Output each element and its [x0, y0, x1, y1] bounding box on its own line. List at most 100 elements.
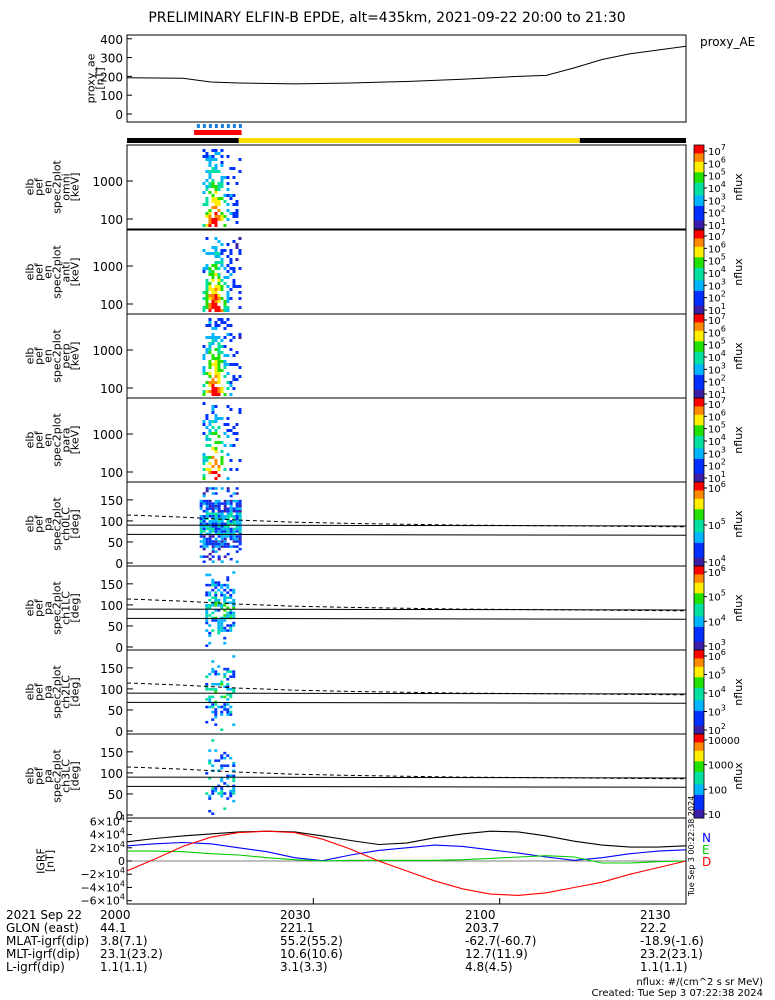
colorbar-segment	[694, 358, 704, 361]
colorbar-segment	[694, 360, 704, 363]
pa-spectrogram-cell	[202, 509, 206, 513]
energy-spectrogram-cell	[220, 387, 224, 390]
colorbar-segment	[694, 463, 704, 466]
energy-spectrogram-cell	[220, 264, 224, 267]
energy-spectrogram-cell	[208, 306, 212, 309]
colorbar-segment	[694, 717, 704, 720]
pa-spectrogram-cell	[226, 522, 230, 526]
footer-row-value: 22.2	[640, 921, 667, 935]
ae-ytick-label: 0	[115, 108, 123, 122]
colorbar-segment	[694, 307, 704, 311]
pa-spectrogram-cell	[229, 537, 233, 541]
colorbar-tick-label: 106	[708, 648, 726, 663]
pa-spectrogram-cell	[205, 499, 209, 503]
pa-spectrogram-cell	[229, 502, 233, 505]
colorbar-segment	[694, 274, 704, 277]
colorbar-segment	[694, 172, 704, 175]
colorbar-tick-label: 107	[708, 143, 726, 158]
pa-spectrogram-cell	[223, 507, 227, 510]
pa-spectrogram-cell	[217, 530, 221, 533]
energy-spectrogram-cell	[211, 288, 215, 291]
energy-spectrogram-cell	[214, 324, 218, 327]
energy-spectrogram-cell	[214, 363, 218, 366]
energy-spectrogram-cell	[220, 369, 224, 372]
energy-spectrogram-cell	[205, 224, 209, 227]
colorbar-segment	[694, 650, 704, 653]
science-zone-blue	[208, 124, 212, 128]
pa-spectrogram-cell	[205, 502, 209, 505]
energy-spectrogram-cell	[238, 267, 242, 270]
pa-spectrogram-cell	[232, 532, 236, 536]
pa-spectrogram-cell	[202, 535, 206, 538]
pa-spectrogram-cell	[202, 515, 206, 518]
pa-ytick-label: 150	[100, 578, 123, 592]
colorbar-segment	[694, 440, 704, 443]
pa-spectrogram-cell	[223, 588, 227, 592]
colorbar-segment	[694, 484, 704, 487]
footer-row-value: 23.2(23.1)	[640, 947, 703, 961]
pa-spectrogram-cell	[226, 487, 230, 490]
colorbar-tick-label: 103	[708, 277, 726, 292]
colorbar-segment	[694, 265, 704, 269]
pa-spectrogram-cell	[223, 782, 227, 785]
pa-spectrogram-cell	[229, 789, 233, 793]
pa-spectrogram-cell	[229, 520, 233, 523]
pa-spectrogram-cell	[226, 693, 230, 696]
colorbar-segment	[694, 593, 704, 596]
colorbar-segment	[694, 414, 704, 418]
colorbar-segment	[694, 492, 704, 496]
energy-spectrogram-cell	[232, 432, 236, 435]
pa-spectrogram-cell	[205, 532, 209, 536]
colorbar-segment	[694, 551, 704, 554]
colorbar-segment	[694, 582, 704, 586]
energy-spectrogram-cell	[235, 468, 239, 471]
pa-spectrogram-cell	[205, 792, 209, 795]
colorbar-tick-label: 102	[708, 205, 726, 220]
pa-spectrogram-cell	[202, 540, 206, 543]
energy-spectrogram-cell	[205, 285, 209, 288]
energy-colorbar-label: nflux	[732, 173, 745, 201]
pa-spectrogram-cell	[208, 794, 212, 798]
energy-spectrogram-cell	[226, 363, 230, 366]
pa-spectrogram-cell	[226, 708, 230, 711]
energy-spectrogram-cell	[229, 167, 233, 170]
energy-spectrogram-cell	[214, 450, 218, 453]
energy-spectrogram-cell	[205, 197, 209, 200]
pa-spectrogram-cell	[220, 787, 224, 790]
pa-spectrogram-cell	[214, 537, 218, 541]
pa-spectrogram-cell	[229, 535, 233, 538]
pa-spectrogram-cell	[211, 688, 215, 691]
energy-spectrogram-cell	[229, 212, 233, 215]
energy-spectrogram-cell	[214, 285, 218, 288]
colorbar-segment	[694, 316, 704, 319]
energy-spectrogram-cell	[208, 336, 212, 339]
colorbar-segment	[694, 189, 704, 192]
energy-spectrogram-cell	[226, 255, 230, 258]
pa-spectrogram-cell	[226, 530, 230, 533]
pa-spectrogram-cell	[214, 596, 218, 599]
pa-spectrogram-cell	[208, 552, 212, 556]
plot-title: PRELIMINARY ELFIN-B EPDE, alt=435km, 202…	[148, 10, 625, 26]
energy-spectrogram-cell	[208, 164, 212, 167]
colorbar-segment	[694, 469, 704, 472]
pa-spectrogram-cell	[223, 629, 227, 632]
pa-spectrogram-cell	[223, 672, 227, 676]
energy-spectrogram-cell	[232, 279, 236, 282]
pa-spectrogram-cell	[214, 525, 218, 528]
colorbar-segment	[694, 216, 704, 219]
pa-spectrogram-cell	[217, 604, 221, 607]
energy-spectrogram-cell	[223, 200, 227, 203]
energy-spectrogram-cell	[220, 182, 224, 185]
igrf-legend-N: N	[702, 831, 711, 845]
energy-spectrogram-cell	[208, 170, 212, 173]
pa-spectrogram-cell	[208, 641, 212, 645]
energy-spectrogram-cell	[226, 306, 230, 309]
colorbar-segment	[694, 155, 704, 159]
colorbar-tick-label: 101	[708, 386, 726, 401]
pa-spectrogram-cell	[199, 535, 203, 538]
pa-solid-line-lower	[126, 785, 687, 788]
energy-spectrogram-cell	[229, 194, 233, 197]
pa-spectrogram-cell	[232, 723, 236, 726]
colorbar-tick-label: 101	[708, 470, 726, 485]
